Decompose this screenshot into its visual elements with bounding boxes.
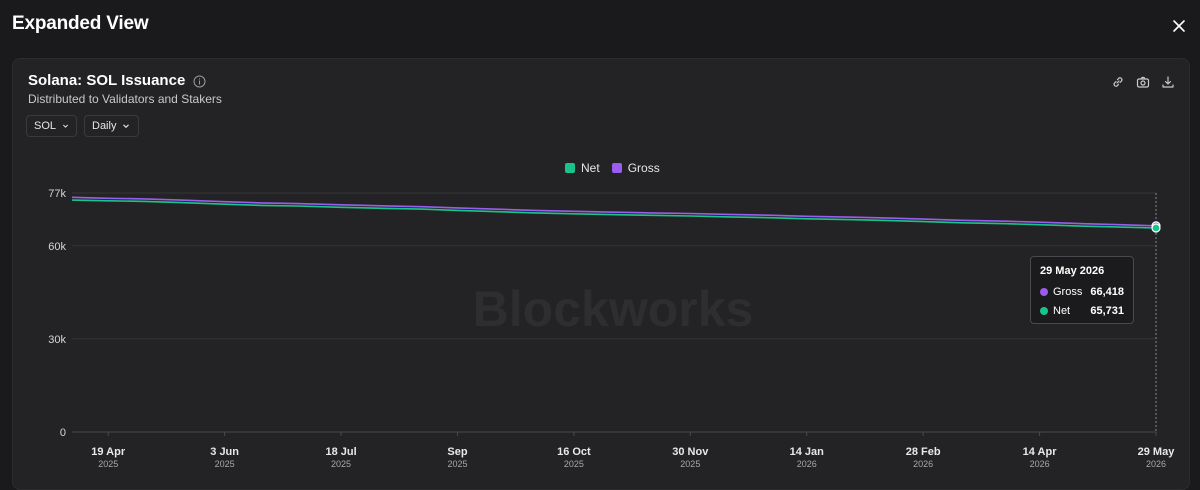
tooltip-dot-net: [1040, 307, 1048, 315]
watermark: Blockworks: [473, 281, 754, 337]
x-tick-label: Sep: [447, 446, 467, 458]
y-tick-label: 30k: [48, 334, 66, 346]
chart-subtitle: Distributed to Validators and Stakers: [28, 92, 222, 106]
interval-select[interactable]: Daily: [84, 115, 139, 137]
chart-tooltip: 29 May 2026 Gross 66,418 Net 65,731: [1030, 256, 1134, 324]
chart-toolbar: [1111, 75, 1175, 89]
x-tick-label: 18 Jul: [325, 446, 356, 458]
unit-select-label: SOL: [34, 120, 57, 132]
tooltip-value-gross: 66,418: [1090, 286, 1124, 298]
info-icon[interactable]: [193, 75, 206, 88]
series-line-gross: [71, 196, 1157, 227]
legend-swatch-gross: [611, 163, 622, 173]
x-tick-label: 14 Jan: [790, 446, 825, 458]
legend-item-net[interactable]: Net: [565, 161, 600, 175]
tooltip-label-net: Net: [1053, 305, 1071, 317]
modal-title: Expanded View: [12, 13, 149, 34]
interval-select-label: Daily: [92, 120, 117, 132]
tooltip-row-gross: Gross 66,418: [1040, 286, 1124, 298]
y-tick-label: 77k: [48, 188, 66, 200]
download-icon[interactable]: [1161, 75, 1175, 89]
x-tick-year: 2026: [1146, 459, 1166, 469]
x-tick-year: 2025: [215, 459, 235, 469]
x-tick-year: 2025: [564, 459, 584, 469]
unit-select[interactable]: SOL: [26, 115, 77, 137]
x-tick-label: 14 Apr: [1023, 446, 1058, 458]
tooltip-value-net: 65,731: [1090, 305, 1124, 317]
camera-icon[interactable]: [1136, 75, 1150, 89]
x-tick-year: 2025: [331, 459, 351, 469]
chevron-down-icon: [123, 124, 130, 129]
series-line-net: [71, 199, 1157, 229]
chevron-down-icon: [62, 124, 69, 128]
x-tick-label: 28 Feb: [906, 446, 941, 458]
x-tick-year: 2025: [447, 459, 467, 469]
x-tick-label: 29 May: [1138, 446, 1176, 458]
x-tick-year: 2025: [98, 459, 118, 469]
x-tick-year: 2025: [680, 459, 700, 469]
link-icon[interactable]: [1111, 75, 1125, 89]
legend-swatch-net: [565, 163, 575, 173]
x-tick-label: 16 Oct: [557, 446, 591, 458]
x-tick-year: 2026: [913, 459, 933, 469]
legend-item-gross[interactable]: Gross: [611, 161, 660, 175]
y-tick-label: 0: [60, 427, 66, 439]
hover-point-net: [1151, 223, 1161, 233]
tooltip-row-net: Net 65,731: [1040, 305, 1124, 317]
x-tick-year: 2026: [797, 459, 817, 469]
chart-card: Solana: SOL Issuance Distributed to Vali…: [12, 58, 1190, 490]
chart-title: Solana: SOL Issuance: [28, 72, 186, 89]
tooltip-date: 29 May 2026: [1040, 265, 1105, 277]
modal-header: Expanded View: [0, 0, 1200, 52]
y-tick-label: 60k: [48, 241, 66, 253]
close-icon[interactable]: [1168, 15, 1190, 37]
tooltip-label-gross: Gross: [1053, 286, 1083, 298]
legend-label-gross: Gross: [627, 161, 660, 175]
x-tick-label: 30 Nov: [672, 446, 709, 458]
legend-label-net: Net: [581, 161, 600, 175]
x-tick-label: 3 Jun: [210, 446, 239, 458]
x-tick-label: 19 Apr: [91, 446, 126, 458]
tooltip-dot-gross: [1040, 288, 1048, 296]
chart-legend: Net Gross: [565, 161, 660, 175]
x-tick-year: 2026: [1030, 459, 1050, 469]
